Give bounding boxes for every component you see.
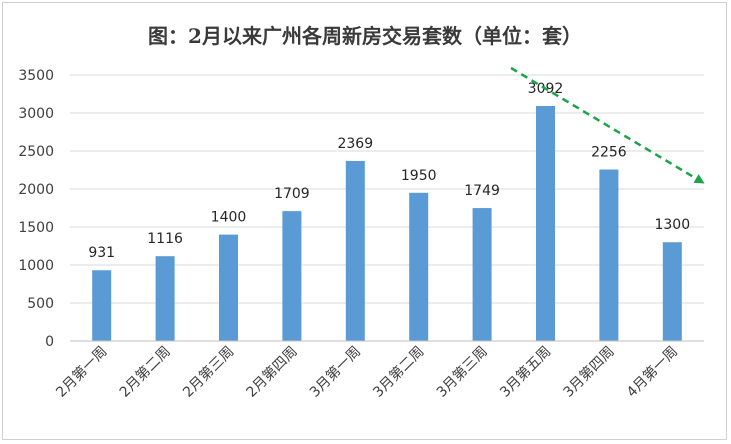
data-label: 1300 <box>654 217 690 233</box>
bar <box>536 106 555 342</box>
bar <box>345 160 365 341</box>
x-tick-label: 2月第一周 <box>53 343 111 401</box>
data-label: 1709 <box>274 186 310 202</box>
x-tick-label: 2月第四周 <box>243 343 301 401</box>
y-tick-label: 0 <box>45 334 54 350</box>
x-axis-ticks: 2月第一周 2月第二周 2月第三周 2月第四周 3月第一周 3月第二周 3月第三周 3月第五周… <box>53 343 682 401</box>
trend-arrow <box>510 66 705 184</box>
y-tick-label: 3500 <box>18 68 54 84</box>
bar <box>662 242 682 341</box>
bar <box>599 169 619 341</box>
x-tick-label: 4月第一周 <box>623 343 681 401</box>
data-label: 931 <box>88 245 115 261</box>
x-tick-label: 3月第五周 <box>496 343 554 401</box>
data-label: 2369 <box>337 136 373 152</box>
bar <box>92 270 112 341</box>
data-label: 1749 <box>464 183 500 199</box>
chart-title: 图：2月以来广州各周新房交易套数（单位：套） <box>148 24 582 48</box>
bar <box>155 256 175 341</box>
data-label: 1400 <box>211 210 247 226</box>
bar <box>219 234 238 341</box>
y-tick-label: 2500 <box>18 144 54 160</box>
bar <box>409 192 429 341</box>
data-label: 1116 <box>147 231 183 247</box>
data-label: 1950 <box>401 168 437 184</box>
x-tick-label: 2月第二周 <box>116 343 174 401</box>
bars <box>92 106 682 342</box>
y-tick-label: 1000 <box>18 258 54 274</box>
x-tick-label: 3月第四周 <box>560 343 618 401</box>
x-tick-label: 3月第一周 <box>306 343 364 401</box>
y-tick-label: 1500 <box>18 220 54 236</box>
y-tick-label: 2000 <box>18 182 54 198</box>
x-tick-label: 2月第三周 <box>179 343 237 401</box>
y-tick-label: 500 <box>27 296 54 312</box>
bar <box>282 211 302 341</box>
x-tick-label: 3月第三周 <box>433 343 491 401</box>
bar <box>472 208 492 341</box>
y-axis-ticks: 0 500 1000 1500 2000 2500 3000 3500 <box>18 68 54 350</box>
data-label: 2256 <box>591 145 627 161</box>
x-tick-label: 3月第二周 <box>370 343 428 401</box>
y-tick-label: 3000 <box>18 106 54 122</box>
gridlines <box>70 74 704 304</box>
